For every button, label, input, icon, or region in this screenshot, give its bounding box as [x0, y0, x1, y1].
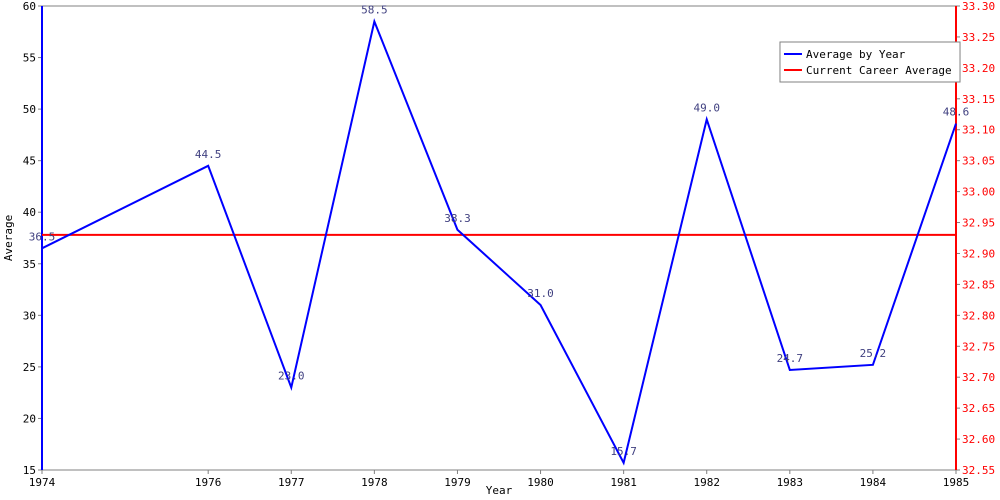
svg-text:48.6: 48.6 [943, 106, 970, 119]
svg-text:25: 25 [23, 361, 36, 374]
svg-text:33.20: 33.20 [962, 62, 995, 75]
svg-text:32.75: 32.75 [962, 340, 995, 353]
svg-text:32.70: 32.70 [962, 371, 995, 384]
svg-text:15.7: 15.7 [610, 445, 637, 458]
svg-text:23.0: 23.0 [278, 370, 305, 383]
svg-text:58.5: 58.5 [361, 3, 388, 16]
svg-text:1977: 1977 [278, 476, 305, 489]
svg-text:31.0: 31.0 [527, 287, 554, 300]
svg-text:1978: 1978 [361, 476, 388, 489]
svg-text:45: 45 [23, 155, 36, 168]
svg-text:33.15: 33.15 [962, 93, 995, 106]
svg-text:Average by Year: Average by Year [806, 48, 906, 61]
svg-text:1985: 1985 [943, 476, 970, 489]
svg-text:1984: 1984 [860, 476, 887, 489]
svg-text:30: 30 [23, 309, 36, 322]
svg-text:36.5: 36.5 [29, 230, 56, 243]
svg-text:1976: 1976 [195, 476, 222, 489]
svg-text:55: 55 [23, 52, 36, 65]
svg-text:25.2: 25.2 [860, 347, 887, 360]
svg-text:24.7: 24.7 [777, 352, 804, 365]
svg-text:32.65: 32.65 [962, 402, 995, 415]
svg-text:32.60: 32.60 [962, 433, 995, 446]
svg-text:33.10: 33.10 [962, 124, 995, 137]
svg-text:32.90: 32.90 [962, 247, 995, 260]
svg-text:33.25: 33.25 [962, 31, 995, 44]
svg-text:32.85: 32.85 [962, 278, 995, 291]
svg-text:32.80: 32.80 [962, 309, 995, 322]
svg-text:1980: 1980 [527, 476, 554, 489]
svg-text:40: 40 [23, 206, 36, 219]
svg-text:33.00: 33.00 [962, 186, 995, 199]
svg-text:32.95: 32.95 [962, 217, 995, 230]
svg-text:15: 15 [23, 464, 36, 477]
svg-text:32.55: 32.55 [962, 464, 995, 477]
svg-text:35: 35 [23, 258, 36, 271]
svg-text:1982: 1982 [693, 476, 720, 489]
svg-text:49.0: 49.0 [693, 101, 720, 114]
svg-text:1983: 1983 [777, 476, 804, 489]
svg-text:Average: Average [2, 215, 15, 261]
svg-text:50: 50 [23, 103, 36, 116]
svg-text:38.3: 38.3 [444, 212, 471, 225]
svg-text:20: 20 [23, 412, 36, 425]
svg-text:60: 60 [23, 0, 36, 13]
svg-text:33.30: 33.30 [962, 0, 995, 13]
svg-text:1974: 1974 [29, 476, 56, 489]
svg-text:1981: 1981 [610, 476, 637, 489]
svg-text:44.5: 44.5 [195, 148, 222, 161]
line-chart: 1974 1976 1977 1978 1979 1980 1981 1982 1983 1984… [0, 0, 1000, 500]
svg-text:Current Career Average: Current Career Average [806, 64, 952, 77]
svg-text:1979: 1979 [444, 476, 471, 489]
chart-container: 1974 1976 1977 1978 1979 1980 1981 1982 1983 1984… [0, 0, 1000, 500]
svg-text:Year: Year [486, 484, 513, 497]
svg-text:33.05: 33.05 [962, 155, 995, 168]
